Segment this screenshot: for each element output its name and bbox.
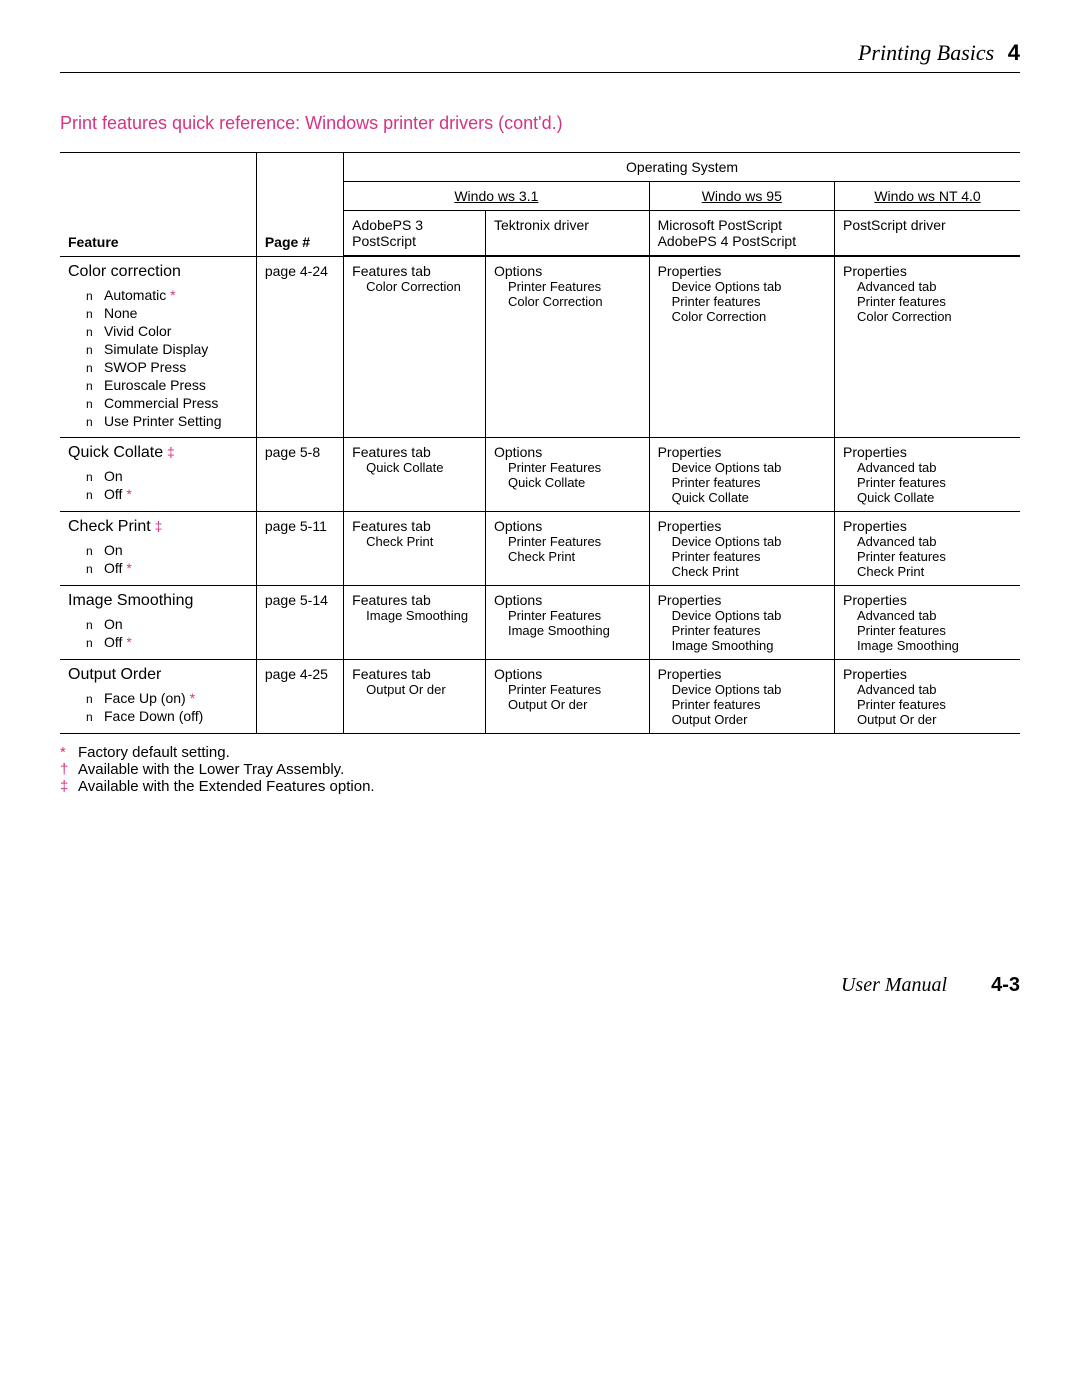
feature-option: Face Up (on) * xyxy=(86,690,248,706)
feature-option: Use Printer Setting xyxy=(86,413,248,429)
footnote: *Factory default setting. xyxy=(60,744,1020,761)
table-row: Output Order Face Up (on) * Face Down (off… xyxy=(60,659,1020,733)
feature-name: Quick Collate xyxy=(68,444,163,461)
footnote: ‡Available with the Extended Features op… xyxy=(60,778,1020,795)
feature-option: Automatic * xyxy=(86,287,248,303)
path-win31a: Features tabImage Smoothing xyxy=(344,585,486,659)
page-ref: page 5-14 xyxy=(256,585,343,659)
table-row: Image Smoothing On Off * page 5-14Features … xyxy=(60,585,1020,659)
path-win31a: Features tabQuick Collate xyxy=(344,437,486,511)
feature-cell: Color correction Automatic * None Vivid Col… xyxy=(60,256,256,437)
path-win95: PropertiesDevice Options tabPrinter feat… xyxy=(649,256,834,437)
section-title: Print features quick reference: Windows … xyxy=(60,113,1020,134)
feature-cell: Image Smoothing On Off * xyxy=(60,585,256,659)
path-win31b: OptionsPrinter FeaturesImage Smoothing xyxy=(485,585,649,659)
path-win95: PropertiesDevice Options tabPrinter feat… xyxy=(649,659,834,733)
feature-name: Check Print xyxy=(68,518,151,535)
footnote: †Available with the Lower Tray Assembly. xyxy=(60,761,1020,778)
feature-option: Face Down (off) xyxy=(86,708,248,724)
feature-options: On Off * xyxy=(68,468,248,502)
feature-option: Vivid Color xyxy=(86,323,248,339)
feature-option: Simulate Display xyxy=(86,341,248,357)
drv-winnt: PostScript driver xyxy=(835,211,1020,256)
path-win31b: OptionsPrinter FeaturesColor Correction xyxy=(485,256,649,437)
reference-table: Feature Page # Operating System Windo ws… xyxy=(60,152,1020,734)
footnotes: *Factory default setting.†Available with… xyxy=(60,744,1020,795)
feature-options: On Off * xyxy=(68,616,248,650)
feature-options: On Off * xyxy=(68,542,248,576)
path-win31a: Features tabCheck Print xyxy=(344,511,486,585)
path-win31a: Features tabOutput Or der xyxy=(344,659,486,733)
feature-option: Off * xyxy=(86,486,248,502)
table-row: Check Print ‡ On Off * page 5-11Features ta… xyxy=(60,511,1020,585)
page-footer: User Manual 4-3 xyxy=(841,974,1020,997)
footnote-symbol: † xyxy=(60,761,78,778)
feature-name: Image Smoothing xyxy=(68,592,193,609)
feature-options: Face Up (on) * Face Down (off) xyxy=(68,690,248,724)
drv-win31a: AdobePS 3 PostScript xyxy=(344,211,486,256)
page-ref: page 4-25 xyxy=(256,659,343,733)
chapter-title: Printing Basics xyxy=(858,40,994,65)
footnote-text: Available with the Extended Features opt… xyxy=(78,778,375,795)
feature-option: On xyxy=(86,616,248,632)
feature-name: Color correction xyxy=(68,263,181,280)
path-winnt: PropertiesAdvanced tabPrinter featuresCh… xyxy=(835,511,1020,585)
footnote-text: Factory default setting. xyxy=(78,744,230,761)
feature-option: On xyxy=(86,542,248,558)
drv-win31b: Tektronix driver xyxy=(485,211,649,256)
feature-option: None xyxy=(86,305,248,321)
path-winnt: PropertiesAdvanced tabPrinter featuresOu… xyxy=(835,659,1020,733)
drv-win95: Microsoft PostScript AdobePS 4 PostScrip… xyxy=(649,211,834,256)
feature-option: Commercial Press xyxy=(86,395,248,411)
feature-option: Euroscale Press xyxy=(86,377,248,393)
page-ref: page 5-8 xyxy=(256,437,343,511)
page-ref: page 5-11 xyxy=(256,511,343,585)
feature-option: On xyxy=(86,468,248,484)
path-win31b: OptionsPrinter FeaturesQuick Collate xyxy=(485,437,649,511)
header-rule xyxy=(60,72,1020,73)
footnote-text: Available with the Lower Tray Assembly. xyxy=(78,761,344,778)
page-ref: page 4-24 xyxy=(256,256,343,437)
path-winnt: PropertiesAdvanced tabPrinter featuresCo… xyxy=(835,256,1020,437)
feature-option: Off * xyxy=(86,634,248,650)
feature-option: SWOP Press xyxy=(86,359,248,375)
col-feature: Feature xyxy=(60,153,256,256)
feature-dagger: ‡ xyxy=(167,444,175,460)
path-win95: PropertiesDevice Options tabPrinter feat… xyxy=(649,585,834,659)
path-win31b: OptionsPrinter FeaturesCheck Print xyxy=(485,511,649,585)
feature-dagger: ‡ xyxy=(155,518,163,534)
footnote-symbol: * xyxy=(60,744,78,761)
footer-label: User Manual xyxy=(841,974,947,996)
table-body: Color correction Automatic * None Vivid Col… xyxy=(60,256,1020,733)
col-win31: Windo ws 3.1 xyxy=(344,182,649,211)
running-header: Printing Basics 4 xyxy=(60,40,1020,66)
feature-cell: Quick Collate ‡ On Off * xyxy=(60,437,256,511)
path-win95: PropertiesDevice Options tabPrinter feat… xyxy=(649,511,834,585)
feature-cell: Output Order Face Up (on) * Face Down (off… xyxy=(60,659,256,733)
table-header: Feature Page # Operating System Windo ws… xyxy=(60,153,1020,257)
table-row: Quick Collate ‡ On Off * page 5-8Features t… xyxy=(60,437,1020,511)
table-row: Color correction Automatic * None Vivid Col… xyxy=(60,256,1020,437)
feature-name: Output Order xyxy=(68,666,161,683)
feature-cell: Check Print ‡ On Off * xyxy=(60,511,256,585)
feature-option: Off * xyxy=(86,560,248,576)
path-winnt: PropertiesAdvanced tabPrinter featuresIm… xyxy=(835,585,1020,659)
col-winnt: Windo ws NT 4.0 xyxy=(835,182,1020,211)
chapter-number: 4 xyxy=(1008,40,1020,65)
path-win31a: Features tabColor Correction xyxy=(344,256,486,437)
path-win95: PropertiesDevice Options tabPrinter feat… xyxy=(649,437,834,511)
footer-page: 4-3 xyxy=(991,974,1020,996)
col-win95: Windo ws 95 xyxy=(649,182,834,211)
path-winnt: PropertiesAdvanced tabPrinter featuresQu… xyxy=(835,437,1020,511)
path-win31b: OptionsPrinter FeaturesOutput Or der xyxy=(485,659,649,733)
footnote-symbol: ‡ xyxy=(60,778,78,795)
col-page: Page # xyxy=(256,153,343,256)
document-page: Printing Basics 4 Print features quick r… xyxy=(0,0,1080,835)
col-os: Operating System xyxy=(344,153,1020,182)
feature-options: Automatic * None Vivid Color Simulate Displ… xyxy=(68,287,248,429)
